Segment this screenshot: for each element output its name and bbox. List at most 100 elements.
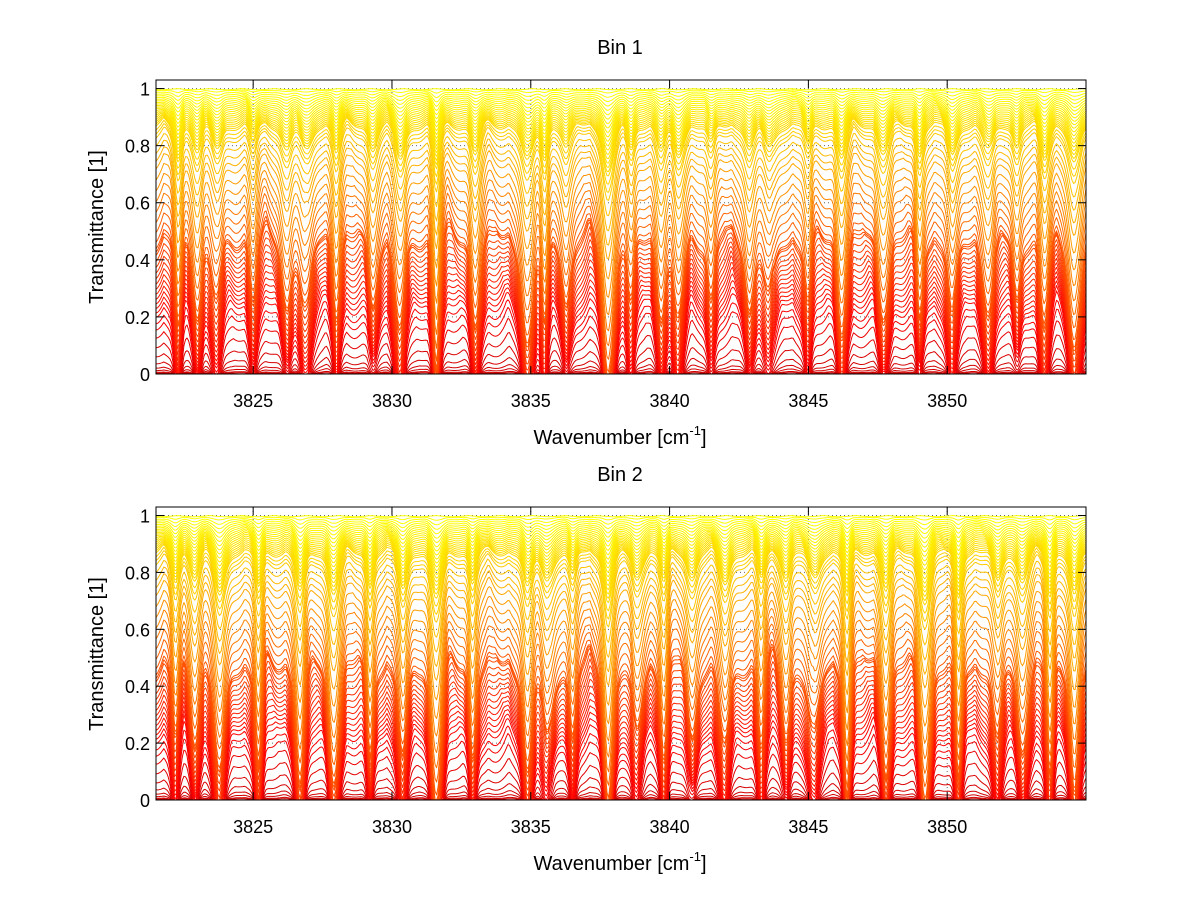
spectrum-line — [155, 525, 1087, 548]
spectrum-line — [155, 540, 1087, 593]
tick-marks — [156, 80, 1086, 375]
spectrum-line — [155, 570, 1087, 675]
spectrum-line — [155, 113, 1087, 164]
x-tick-label: 3840 — [650, 391, 690, 411]
spectrum-line — [155, 537, 1087, 584]
spectrum-line — [155, 215, 1087, 375]
spectrum-line — [155, 143, 1087, 246]
spectrum-line — [155, 724, 1087, 801]
spectrum-line — [155, 106, 1087, 142]
spectrum-line — [155, 101, 1087, 129]
x-axis-label: Wavenumber [cm-1] — [533, 849, 706, 875]
spectrum-line — [155, 299, 1087, 375]
spectrum-line — [155, 132, 1087, 217]
spectrum-line — [155, 104, 1087, 138]
spectrum-line — [156, 516, 1087, 521]
spectrum-line — [155, 553, 1087, 630]
spectrum-line — [155, 615, 1087, 760]
x-tick-label: 3840 — [650, 817, 690, 837]
spectrum-line — [155, 119, 1087, 185]
y-tick-label: 0.6 — [125, 194, 150, 214]
spectrum-line — [155, 586, 1087, 709]
y-tick-label: 1 — [140, 80, 150, 100]
spectrum-line — [155, 262, 1087, 375]
tick-marks — [156, 507, 1086, 801]
spectrum-line — [155, 605, 1087, 744]
spectrum-line — [155, 112, 1087, 159]
spectrum-line — [155, 542, 1087, 602]
spectrum-line — [155, 89, 1087, 94]
spectrum-line — [155, 109, 1087, 151]
tick-labels: 3825 3830 3835 3840 3845 3850 0 0.2 0.4 0.6 0.8 1 — [125, 507, 967, 837]
chart-title: Bin 1 — [597, 37, 643, 59]
tick-labels: 3825 3830 3835 3840 3845 3850 0 0.2 0.4 0.6 0.8 1 — [125, 80, 967, 411]
spectrum-line — [155, 226, 1087, 375]
spectrum-line — [155, 201, 1087, 360]
chart-panel-bin-1: Bin 1 3825 3830 3835 3840 3845 3850 0 0.2 0.4 0.6… — [86, 37, 1087, 449]
x-tick-label: 3830 — [372, 817, 412, 837]
spectrum-line — [155, 558, 1087, 646]
spectrum-line — [155, 176, 1087, 316]
spectrum-line — [155, 114, 1087, 168]
x-axis-label-superscript: -1 — [689, 423, 701, 438]
spectrum-line — [155, 280, 1087, 375]
y-tick-label: 0.6 — [125, 620, 150, 640]
spectrum-line — [155, 533, 1087, 575]
y-tick-label: 0.8 — [125, 137, 150, 157]
spectrum-line — [155, 519, 1087, 530]
x-tick-label: 3830 — [372, 391, 412, 411]
x-tick-label: 3825 — [233, 391, 273, 411]
spectrum-line — [155, 535, 1087, 580]
spectrum-line — [155, 543, 1087, 606]
spectrum-line — [155, 255, 1087, 375]
spectrum-line — [155, 623, 1087, 774]
x-axis-label-end: ] — [701, 427, 707, 449]
spectrum-line — [155, 290, 1087, 375]
spectrum-line — [155, 94, 1087, 107]
spectrum-line — [155, 239, 1087, 375]
spectrum-line — [155, 526, 1087, 553]
spectrum-line — [155, 250, 1087, 375]
spectrum-line — [155, 210, 1087, 372]
spectrum-line — [155, 523, 1087, 544]
spectrum-line — [155, 232, 1087, 375]
x-tick-label: 3835 — [511, 817, 551, 837]
x-axis-label-superscript: -1 — [689, 849, 701, 864]
spectrum-line — [155, 595, 1087, 727]
x-tick-label: 3850 — [927, 817, 967, 837]
spectrum-line — [155, 245, 1087, 375]
x-axis-label: Wavenumber [cm-1] — [533, 423, 706, 449]
spectrum-line — [155, 98, 1087, 120]
spectrum-line — [155, 532, 1087, 571]
spectrum-line — [155, 108, 1087, 146]
y-tick-label: 0.4 — [125, 251, 150, 271]
x-tick-label: 3835 — [511, 391, 551, 411]
spectrum-line — [155, 733, 1087, 801]
spectrum-line — [155, 528, 1087, 557]
spectrum-line — [155, 546, 1087, 614]
y-tick-label: 0.4 — [125, 677, 150, 697]
spectrum-line — [155, 159, 1087, 280]
spectrum-line — [155, 515, 1087, 518]
x-tick-label: 3845 — [788, 817, 828, 837]
spectrum-line — [155, 529, 1087, 562]
spectrum-line — [155, 111, 1087, 155]
spectrum-line — [155, 332, 1087, 375]
spectrum-line — [155, 123, 1087, 193]
y-tick-label: 0 — [140, 791, 150, 811]
spectrum-line — [155, 115, 1087, 173]
y-axis-label: Transmittance [1] — [86, 150, 108, 304]
spectrum-line — [155, 103, 1087, 133]
spectrum-line — [155, 539, 1087, 589]
spectrum-line — [155, 318, 1087, 375]
y-tick-label: 1 — [140, 507, 150, 527]
chart-panel-bin-2: Bin 2 3825 3830 3835 3840 3845 3850 0 0.2 0.4 0.6… — [86, 464, 1087, 875]
plot-frame — [155, 506, 1087, 801]
spectrum-line — [155, 138, 1087, 232]
spectrum-line — [156, 522, 1087, 539]
spectrum-line — [156, 88, 1087, 91]
spectrum-line — [155, 306, 1087, 375]
spectrum-line — [155, 639, 1087, 799]
spectrum-line — [155, 273, 1087, 375]
y-tick-label: 0 — [140, 365, 150, 385]
